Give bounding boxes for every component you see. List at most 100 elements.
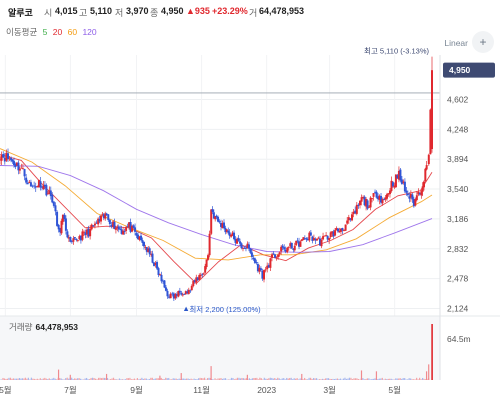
candle-body [347,217,350,221]
volume-bar [210,366,212,380]
candle-body [168,296,171,298]
volume-bar [87,379,89,380]
volume-bar [290,377,292,380]
volume-bar [289,377,291,380]
candlesticks [0,56,433,302]
volume-bar [317,379,319,380]
time-tick-label: 3월 [323,385,336,395]
candle-body [292,248,295,250]
candle-body [148,248,151,255]
candle-body [61,214,64,222]
candle-body [306,239,309,241]
candle-body [388,190,391,195]
candle-body [45,185,48,196]
volume-bar [203,377,206,380]
candle-body [128,222,131,228]
candle-body [150,254,153,255]
volume-bar [32,378,34,380]
volume-bar [218,378,221,380]
candle-body [329,232,332,238]
candle-body [195,277,198,283]
volume-bar [217,378,219,380]
volume-bar [262,379,264,380]
candle-body [299,241,302,247]
volume-bar [205,379,207,380]
candle-body [374,191,377,193]
volume-bar [165,377,167,380]
candle-body [5,152,8,161]
candle-body [102,214,105,219]
volume-bar [62,379,64,380]
volume-bar [148,378,150,380]
candle-body [362,196,365,198]
candle-body [163,280,166,288]
candle-body [39,181,42,188]
candle-body [205,259,208,268]
candle-body [198,275,201,280]
candle-body [403,181,406,192]
volume-bar [153,378,155,380]
candle-body [175,294,178,296]
candle-body [298,241,301,247]
volume-bar [162,378,164,380]
volume-bar [57,369,60,380]
candle-body [63,214,66,220]
candle-body [89,228,92,237]
volume-bar [160,377,162,380]
volume-bar [106,378,109,380]
candle-body [116,226,119,228]
candle-body [36,186,39,187]
volume-bar [313,378,315,380]
volume-bar [431,324,433,380]
low-label: 저 [115,8,124,18]
candle-body [3,157,6,162]
low-annotation: 최저 2,200 (125.00%) [189,304,261,314]
volume-bar [201,378,203,380]
candle-body [52,201,55,206]
candle-body [10,157,13,161]
volume-bar [9,377,12,380]
volume-bar [411,379,413,380]
price-tick-label: 2,832 [447,244,469,254]
volume-bar [159,375,161,380]
candle-body [253,258,256,263]
volume-bar [235,378,237,380]
candle-body [365,198,368,207]
candle-body [351,214,353,221]
low-marker-arrow: ▲ [182,304,189,313]
candle-body [300,239,303,241]
volume-bar [120,379,122,380]
volume-bar [202,378,204,380]
volume-bar [277,377,279,380]
candle-body [287,246,290,248]
candle-body [29,182,32,187]
price-tick-label: 4,248 [447,124,469,134]
volume-bar [271,377,273,380]
candle-body [397,170,400,180]
volume-bar [166,378,168,380]
volume-bar [417,379,419,380]
moving-average-legend[interactable]: 이동평균 5 20 60 120 [6,26,100,38]
volume-bar [100,378,103,380]
volume-bar [339,378,342,380]
price-tick-label: 2,124 [447,303,469,313]
volume-bar [419,377,421,380]
candle-body [263,270,265,280]
scale-toggle-button[interactable]: Linear [444,38,468,48]
volume-bar [41,379,43,380]
volume-bar [318,379,321,380]
volume-bar [404,378,406,380]
volume-bar [368,378,370,380]
price-tick-label: 3,894 [447,154,469,164]
volume-bar [253,378,255,380]
volume-bar [244,378,246,380]
volume-bar [215,379,218,380]
candle-body [431,70,433,150]
volume-bar [112,377,115,380]
volume-bar [115,379,118,380]
candle-body [328,238,331,241]
candle-body [266,265,269,270]
volume-bar [287,378,289,380]
plus-icon[interactable]: + [472,31,494,53]
